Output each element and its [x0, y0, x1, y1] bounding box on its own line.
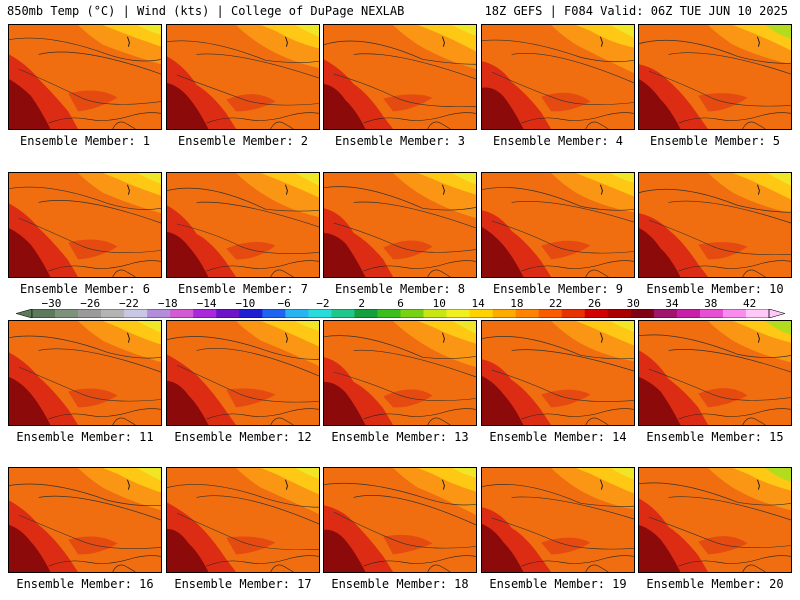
colorbar-swatch	[331, 309, 355, 318]
ensemble-member-label: Ensemble Member: 1	[19, 134, 151, 148]
ensemble-member-map	[638, 172, 792, 278]
colorbar-swatch	[561, 309, 586, 318]
run-valid-time: 18Z GEFS | F084 Valid: 06Z TUE JUN 10 20…	[484, 4, 788, 18]
ensemble-member-label: Ensemble Member: 4	[492, 134, 624, 148]
colorbar-swatch	[538, 309, 563, 318]
colorbar-tick-label: 30	[626, 297, 640, 310]
colorbar-swatch	[170, 309, 194, 318]
colorbar-swatch	[446, 309, 470, 318]
colorbar-swatch	[147, 309, 171, 318]
colorbar-swatch	[492, 309, 516, 318]
ensemble-member-map	[481, 320, 635, 426]
ensemble-member-map	[323, 172, 477, 278]
ensemble-member-label: Ensemble Member: 19	[489, 577, 627, 591]
colorbar-tick-label: 34	[665, 297, 679, 310]
colorbar-tick-label: 38	[704, 297, 718, 310]
chart-title: 850mb Temp (°C) | Wind (kts) | College o…	[7, 4, 405, 18]
colorbar-swatch	[400, 309, 424, 318]
colorbar-tick-label: −10	[235, 297, 256, 310]
colorbar-swatch	[216, 309, 240, 318]
ensemble-member-map	[8, 320, 162, 426]
ensemble-member-label: Ensemble Member: 16	[16, 577, 154, 591]
ensemble-member-map	[638, 467, 792, 573]
colorbar-swatch	[78, 309, 102, 318]
colorbar-tick-label: 18	[510, 297, 524, 310]
colorbar-swatch	[676, 309, 701, 318]
colorbar-tick-label: 26	[587, 297, 602, 310]
ensemble-member-label: Ensemble Member: 10	[646, 282, 784, 296]
colorbar-swatch	[607, 309, 632, 318]
colorbar-low-arrow	[16, 309, 33, 318]
colorbar-swatch	[285, 309, 309, 318]
colorbar-swatch	[193, 309, 217, 318]
colorbar-tick-label: −22	[119, 297, 139, 310]
ensemble-member-map	[638, 24, 792, 130]
colorbar-swatch	[699, 309, 724, 318]
colorbar-swatch	[515, 309, 539, 318]
colorbar-tick-label: 2	[358, 297, 366, 310]
ensemble-member-label: Ensemble Member: 7	[177, 282, 309, 296]
ensemble-member-map	[481, 172, 635, 278]
ensemble-member-label: Ensemble Member: 2	[177, 134, 309, 148]
ensemble-member-label: Ensemble Member: 9	[492, 282, 624, 296]
colorbar-swatch	[308, 309, 332, 318]
ensemble-member-label: Ensemble Member: 17	[174, 577, 312, 591]
colorbar-tick-label: −2	[316, 297, 330, 310]
colorbar-high-arrow	[768, 309, 785, 318]
colorbar-swatch	[745, 309, 770, 318]
colorbar-swatch	[653, 309, 678, 318]
ensemble-member-label: Ensemble Member: 11	[16, 430, 154, 444]
ensemble-member-map	[638, 320, 792, 426]
ensemble-member-label: Ensemble Member: 12	[174, 430, 312, 444]
ensemble-member-label: Ensemble Member: 13	[331, 430, 469, 444]
colorbar-tick-label: 22	[549, 297, 563, 310]
ensemble-member-label: Ensemble Member: 14	[489, 430, 627, 444]
colorbar-tick-label: 6	[397, 297, 404, 310]
colorbar-swatch	[55, 309, 79, 318]
ensemble-member-map	[481, 467, 635, 573]
ensemble-member-map	[166, 320, 320, 426]
colorbar-tick-label: 10	[432, 297, 446, 310]
ensemble-member-map	[481, 24, 635, 130]
colorbar-tick-label: −14	[196, 297, 217, 310]
ensemble-member-label: Ensemble Member: 3	[334, 134, 466, 148]
ensemble-member-map	[166, 467, 320, 573]
colorbar-swatch	[630, 309, 655, 318]
colorbar-swatch	[239, 309, 263, 318]
ensemble-member-label: Ensemble Member: 6	[19, 282, 151, 296]
ensemble-member-label: Ensemble Member: 5	[649, 134, 781, 148]
ensemble-member-label: Ensemble Member: 8	[334, 282, 466, 296]
ensemble-member-map	[323, 24, 477, 130]
colorbar-swatch	[262, 309, 286, 318]
temperature-colorbar	[16, 309, 785, 318]
colorbar-swatch	[469, 309, 493, 318]
colorbar-swatch	[354, 309, 378, 318]
colorbar-tick-label: 14	[471, 297, 485, 310]
ensemble-member-map	[323, 467, 477, 573]
ensemble-member-map	[166, 172, 320, 278]
colorbar-swatch	[722, 309, 747, 318]
colorbar-swatch	[423, 309, 447, 318]
ensemble-member-map	[8, 24, 162, 130]
colorbar-tick-label: −26	[80, 297, 101, 310]
ensemble-member-label: Ensemble Member: 15	[646, 430, 784, 444]
colorbar-swatch	[124, 309, 148, 318]
colorbar-swatch	[32, 309, 56, 318]
colorbar-tick-label: −6	[277, 297, 291, 310]
ensemble-member-label: Ensemble Member: 20	[646, 577, 784, 591]
colorbar-tick-label: −30	[41, 297, 62, 310]
colorbar-tick-label: −18	[157, 297, 178, 310]
colorbar-tick-label: 42	[742, 297, 757, 310]
ensemble-member-map	[323, 320, 477, 426]
ensemble-member-map	[166, 24, 320, 130]
ensemble-member-map	[8, 172, 162, 278]
ensemble-member-label: Ensemble Member: 18	[331, 577, 469, 591]
colorbar-swatch	[101, 309, 125, 318]
colorbar-swatch	[377, 309, 401, 318]
colorbar-swatch	[584, 309, 609, 318]
ensemble-member-map	[8, 467, 162, 573]
